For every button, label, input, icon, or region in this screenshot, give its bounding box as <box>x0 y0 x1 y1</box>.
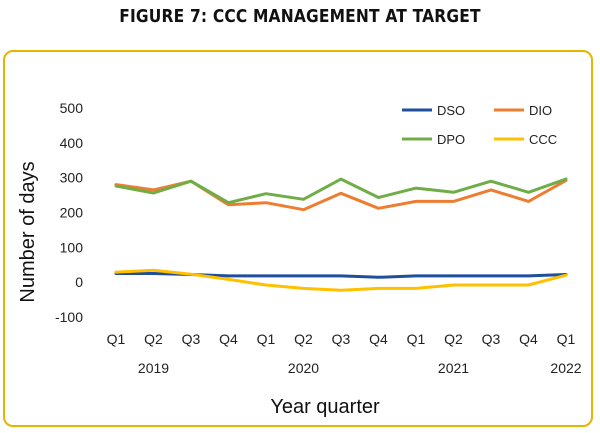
y-axis-label: Number of days <box>17 161 39 302</box>
x-tick-label: Q3 <box>332 331 351 347</box>
year-label: 2022 <box>550 360 581 376</box>
year-label: 2020 <box>288 360 319 376</box>
chart-frame <box>3 50 593 427</box>
year-labels: 2019 2020 2021 2022 <box>138 360 582 376</box>
x-tick-label: Q1 <box>257 331 276 347</box>
x-tick-label: Q4 <box>219 331 238 347</box>
x-tick-label: Q2 <box>294 331 313 347</box>
x-tick-label: Q1 <box>557 331 576 347</box>
series-line-dpo <box>114 177 568 205</box>
x-axis-label: Year quarter <box>270 396 380 418</box>
legend-label-ccc: CCC <box>529 132 557 147</box>
legend-label-dio: DIO <box>529 103 552 118</box>
y-tick-labels: 500 400 300 200 100 0 -100 <box>55 100 83 325</box>
series-line-ccc <box>114 268 568 292</box>
legend-label-dso: DSO <box>437 103 465 118</box>
x-tick-label: Q3 <box>182 331 201 347</box>
x-tick-label: Q1 <box>107 331 126 347</box>
x-tick-label: Q2 <box>444 331 463 347</box>
y-tick-label: 0 <box>75 274 83 290</box>
legend: DSO DIO DPO CCC <box>402 103 557 147</box>
x-tick-labels: Q1 Q2 Q3 Q4 Q1 Q2 Q3 Q4 Q1 Q2 Q3 Q4 Q1 <box>107 331 576 347</box>
x-tick-label: Q4 <box>369 331 388 347</box>
x-tick-label: Q2 <box>144 331 163 347</box>
y-tick-label: 400 <box>60 135 84 151</box>
y-tick-label: 100 <box>60 239 84 255</box>
y-tick-label: 300 <box>60 170 84 186</box>
year-label: 2019 <box>138 360 169 376</box>
series-lines <box>114 177 568 292</box>
y-tick-label: -100 <box>55 309 83 325</box>
x-tick-label: Q4 <box>519 331 538 347</box>
year-label: 2021 <box>438 360 469 376</box>
x-tick-label: Q1 <box>407 331 426 347</box>
y-tick-label: 200 <box>60 205 84 221</box>
figure-title: FIGURE 7: CCC MANAGEMENT AT TARGET <box>119 6 481 27</box>
legend-label-dpo: DPO <box>437 132 465 147</box>
x-tick-label: Q3 <box>482 331 501 347</box>
y-tick-label: 500 <box>60 100 84 116</box>
